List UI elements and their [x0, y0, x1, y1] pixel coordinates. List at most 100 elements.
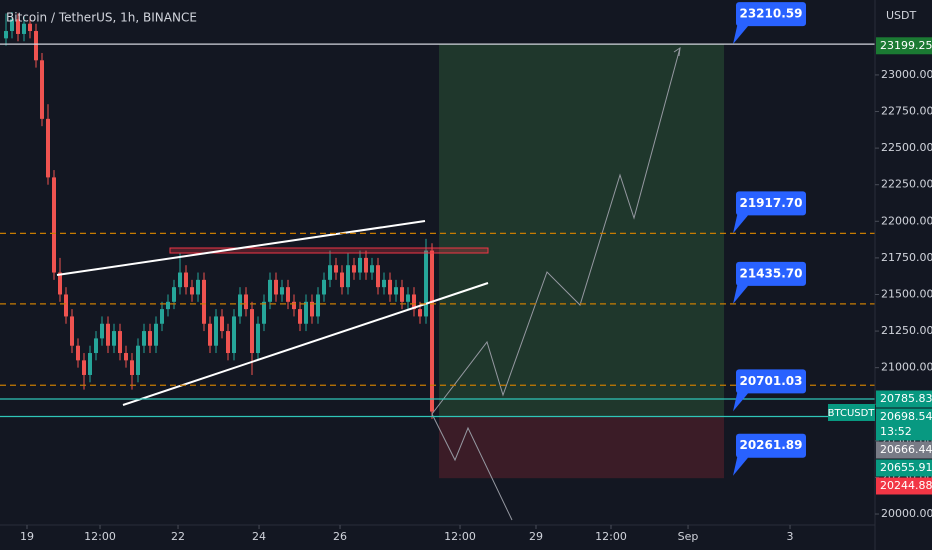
price-label: 20655.91	[880, 461, 932, 474]
candle-body	[334, 265, 339, 273]
callout-label: 21917.70	[739, 196, 802, 210]
projection-path	[431, 413, 513, 521]
candle-body	[136, 345, 141, 375]
candle-body	[298, 309, 303, 324]
candle-body	[64, 294, 69, 317]
candle-body	[382, 279, 387, 288]
candle-body	[76, 345, 81, 361]
candle-body	[232, 316, 237, 354]
candle-body	[214, 316, 219, 346]
callout-label: 20701.03	[739, 374, 802, 388]
candle-body	[142, 331, 147, 346]
candle-body	[172, 287, 177, 302]
y-tick-label: 22000.00	[881, 214, 932, 227]
y-tick-label: 22500.00	[881, 141, 932, 154]
candle-body	[340, 272, 345, 288]
price-label: 23199.25	[880, 39, 932, 52]
candle-body	[268, 279, 273, 302]
trend-line	[56, 220, 426, 276]
candle-body	[328, 265, 333, 280]
candle-body	[4, 31, 9, 39]
callout-label: 23210.59	[739, 7, 802, 21]
candle-body	[322, 279, 327, 295]
symbol: BTCUSDT	[828, 408, 876, 419]
candle-body	[70, 316, 75, 346]
callout-label: 21435.70	[739, 266, 802, 280]
candle-body	[400, 287, 405, 302]
currency: USDT	[886, 9, 917, 22]
candle-body	[196, 279, 201, 295]
x-tick-label: 19	[20, 530, 34, 543]
candle-body	[22, 23, 27, 34]
candle-body	[190, 287, 195, 295]
x-tick-label: 12:00	[595, 530, 627, 543]
candle-body	[88, 353, 93, 375]
candle-body	[82, 360, 87, 375]
candle-body	[346, 265, 351, 288]
candle-body	[118, 331, 123, 354]
candle-body	[430, 250, 435, 412]
price-label-box	[876, 37, 932, 55]
candle-body	[316, 294, 321, 317]
candle-body	[418, 309, 423, 317]
candle-body	[202, 279, 207, 324]
callout-tail	[733, 22, 748, 45]
candle-body	[46, 118, 51, 178]
price-label-box	[876, 390, 932, 408]
candle-body	[226, 331, 231, 354]
x-tick-label: 22	[171, 530, 185, 543]
price-label-box	[876, 441, 932, 459]
price-label: 20244.88	[880, 479, 932, 492]
candle-body	[112, 331, 117, 346]
callout-tail	[733, 453, 748, 476]
candle-body	[10, 19, 15, 32]
x-tick-label: 26	[333, 530, 347, 543]
candle-body	[424, 250, 429, 317]
price-label: 20785.83	[880, 392, 932, 405]
callout-box	[736, 191, 806, 216]
candle-body	[106, 323, 111, 346]
y-tick-label: 21750.00	[881, 251, 932, 264]
candle-body	[310, 301, 315, 317]
callout-label: 20261.89	[739, 438, 802, 452]
candle-body	[130, 360, 135, 375]
time-axis	[0, 525, 875, 550]
candle-body	[262, 301, 267, 324]
candle-body	[256, 323, 261, 354]
resistance-zone	[169, 247, 489, 254]
callout-box	[736, 261, 806, 286]
candle-body	[16, 19, 21, 34]
x-tick-label: 12:00	[84, 530, 116, 543]
candle-body	[148, 331, 153, 346]
callout-box	[736, 2, 806, 27]
callout-tail	[733, 389, 748, 412]
candle-body	[352, 265, 357, 273]
x-tick-label: 3	[787, 530, 794, 543]
x-tick-label: 12:00	[444, 530, 476, 543]
candle-body	[34, 31, 39, 61]
candle-body	[220, 316, 225, 332]
price-label: 20698.54	[880, 410, 932, 423]
candle-body	[394, 287, 399, 295]
candle-body	[58, 272, 63, 295]
callout-tail	[733, 281, 748, 304]
chart-title: Bitcoin / TetherUS, 1h, BINANCE	[6, 11, 197, 25]
x-tick-label: Sep	[678, 530, 699, 543]
y-tick-label: 21500.00	[881, 287, 932, 300]
y-tick-label: 22250.00	[881, 178, 932, 191]
candle-body	[280, 287, 285, 295]
profit-zone	[439, 44, 725, 417]
candle-body	[154, 323, 159, 346]
callout-box	[736, 369, 806, 394]
callout-box	[736, 433, 806, 458]
candle-body	[406, 294, 411, 302]
price-label-box	[876, 408, 932, 441]
countdown: 13:52	[880, 425, 912, 438]
candle-body	[238, 294, 243, 317]
candle-body	[244, 294, 249, 310]
projection-path	[431, 47, 681, 415]
candle-body	[292, 301, 297, 310]
y-tick-label: 21000.00	[881, 361, 932, 374]
y-tick-label: 20000.00	[881, 507, 932, 520]
